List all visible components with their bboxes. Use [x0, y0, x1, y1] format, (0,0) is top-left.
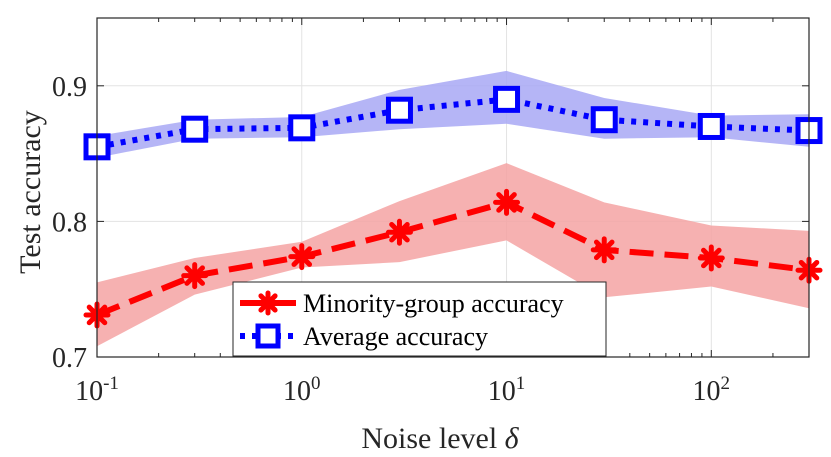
minority-point — [590, 236, 618, 264]
band-average — [97, 70, 809, 158]
square-marker-box — [385, 96, 413, 124]
asterisk-marker-core — [705, 252, 718, 265]
x-tick-label: 100 — [283, 373, 321, 407]
average-point — [181, 115, 209, 143]
square-marker-box — [255, 323, 281, 349]
series-line-average — [96, 96, 810, 150]
asterisk-marker-core — [295, 250, 308, 263]
x-tick-label-base: 10 — [75, 376, 103, 407]
legend-marker-average — [255, 323, 281, 349]
square-marker-box — [697, 112, 725, 140]
y-axis-label: Test accuracy — [14, 110, 47, 274]
legend-marker-minority — [255, 290, 281, 316]
x-axis-label-symbol: δ — [505, 422, 520, 455]
legend-label-average: Average accuracy — [303, 322, 488, 351]
x-tick-label: 10-1 — [75, 373, 119, 407]
minority-point — [385, 218, 413, 246]
x-tick-label-base: 10 — [283, 376, 311, 407]
x-tick-label-base: 10 — [488, 376, 516, 407]
confidence-bands — [97, 70, 809, 347]
square-marker-box — [288, 114, 316, 142]
average-point — [590, 106, 618, 134]
legend: Minority-group accuracy Average accuracy — [232, 281, 607, 357]
asterisk-marker-core — [393, 226, 406, 239]
x-axis-label: Noise level δ — [361, 422, 519, 455]
x-tick-label-exponent: 1 — [516, 373, 526, 394]
x-tick-label-exponent: 2 — [721, 373, 731, 394]
minority-point — [288, 243, 316, 271]
minority-point — [493, 188, 521, 216]
minority-point — [181, 262, 209, 290]
band-minority — [97, 163, 809, 347]
x-tick-label-exponent: -1 — [103, 373, 119, 394]
x-tick-label: 102 — [693, 373, 731, 407]
y-tick-label: 0.9 — [52, 72, 87, 103]
legend-label-minority: Minority-group accuracy — [303, 289, 564, 318]
square-marker-box — [590, 106, 618, 134]
y-tick-label: 0.7 — [52, 343, 87, 374]
asterisk-marker-core — [598, 243, 611, 256]
square-marker-box — [493, 85, 521, 113]
series-lines — [95, 96, 810, 318]
series-line-minority — [95, 199, 810, 318]
y-tick-label: 0.8 — [52, 207, 87, 238]
average-point — [493, 85, 521, 113]
average-point — [697, 112, 725, 140]
minority-point — [697, 244, 725, 272]
asterisk-marker-core — [262, 297, 274, 309]
average-point — [385, 96, 413, 124]
y-tick-labels: 0.7 0.8 0.9 — [52, 72, 87, 374]
plot-frame — [96, 17, 810, 358]
square-marker-box — [181, 115, 209, 143]
asterisk-marker-core — [500, 196, 513, 209]
x-axis-label-text: Noise level — [361, 422, 497, 455]
x-tick-label-base: 10 — [693, 376, 721, 407]
legend-box — [232, 281, 607, 357]
x-tick-label: 101 — [488, 373, 526, 407]
average-point — [288, 114, 316, 142]
x-tick-label-exponent: 0 — [311, 373, 321, 394]
asterisk-marker-core — [188, 269, 201, 282]
x-tick-labels: 10-1 100 101 102 — [75, 373, 730, 407]
legend-entries: Minority-group accuracy Average accuracy — [240, 289, 564, 351]
